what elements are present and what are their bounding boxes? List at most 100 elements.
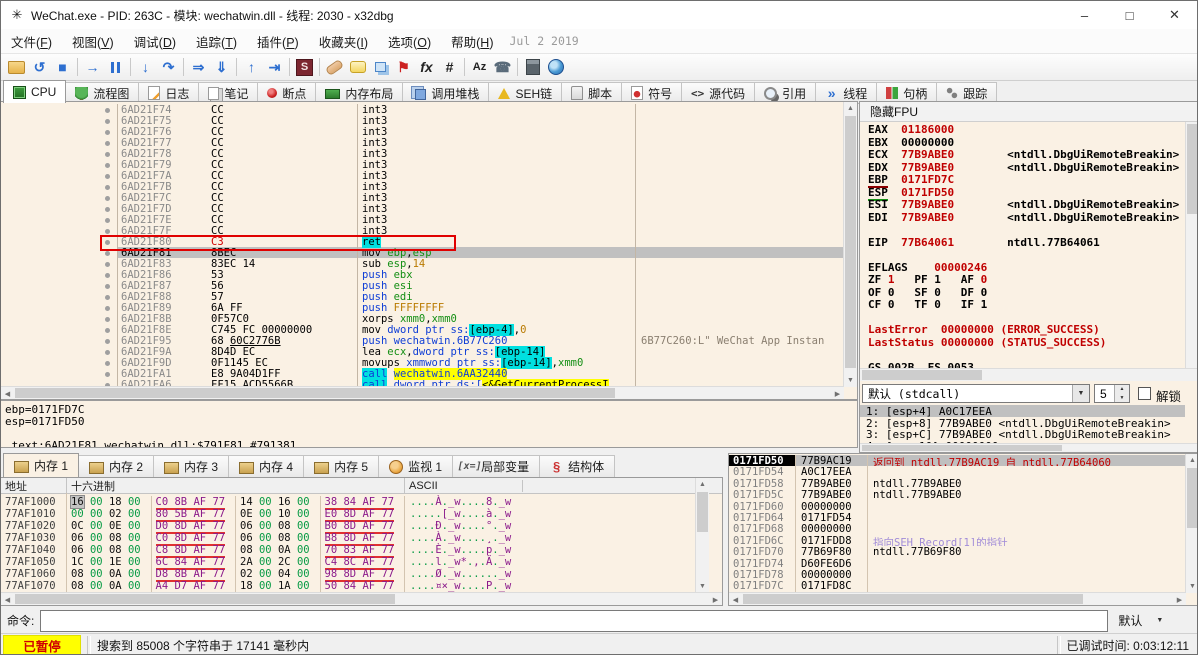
- scroll-right-arrow[interactable]: ▶: [712, 596, 719, 604]
- register-line[interactable]: ESI 77B9ABE0 <ntdll.DbgUiRemoteBreakin>: [860, 198, 1185, 211]
- hex-byte[interactable]: AF: [193, 508, 207, 520]
- hex-byte[interactable]: 38: [324, 496, 338, 508]
- hex-byte[interactable]: 16: [277, 496, 291, 508]
- hex-byte[interactable]: AF: [362, 544, 376, 556]
- stack-horizontal-scrollbar[interactable]: ◀ ▶: [729, 592, 1186, 605]
- hex-byte[interactable]: B8: [324, 532, 338, 544]
- breakpoint-dot[interactable]: [97, 324, 117, 335]
- window-attach-icon[interactable]: ☎: [493, 58, 512, 75]
- hex-byte[interactable]: 83: [343, 544, 357, 556]
- disasm-row[interactable]: 6AD21F8E C745 FC 00000000 mov dword ptr ss…: [1, 324, 857, 336]
- scroll-down-arrow[interactable]: ▼: [847, 377, 854, 384]
- breakpoint-dot[interactable]: [97, 159, 117, 170]
- hex-byte[interactable]: 08: [277, 532, 291, 544]
- tab-trace[interactable]: 跟踪: [936, 82, 998, 103]
- hex-byte[interactable]: 08: [240, 544, 253, 556]
- hex-byte[interactable]: 00: [89, 568, 103, 580]
- disasm-row[interactable]: 6AD21F78 CC int3: [1, 148, 857, 160]
- hex-byte[interactable]: AF: [193, 544, 207, 556]
- hex-byte[interactable]: AF: [193, 580, 207, 592]
- hex-byte[interactable]: 00: [258, 568, 272, 580]
- hex-byte[interactable]: 77: [381, 508, 395, 520]
- tab-cpu[interactable]: CPU: [3, 80, 67, 103]
- breakpoint-dot[interactable]: [97, 313, 117, 324]
- hex-byte[interactable]: 00: [296, 520, 310, 532]
- disasm-row[interactable]: 6AD21F87 56 push esi: [1, 280, 857, 292]
- disasm-row[interactable]: 6AD21F89 6A FF push FFFFFFFF: [1, 302, 857, 314]
- hex-byte[interactable]: 06: [71, 532, 84, 544]
- minimize-button[interactable]: –: [1080, 7, 1089, 23]
- breakpoint-dot[interactable]: [97, 225, 117, 236]
- stack-row[interactable]: 0171FD54 A0C17EEA: [729, 466, 1197, 478]
- hex-byte[interactable]: 08: [108, 532, 122, 544]
- register-line[interactable]: LastStatus 00000000 (STATUS_SUCCESS): [860, 336, 1185, 349]
- dump-row[interactable]: 77AF1010 00 00 02 00 80 5B AF 77 0E 00 10 0…: [1, 508, 722, 522]
- hex-byte[interactable]: 00: [127, 568, 141, 580]
- breakpoint-dot[interactable]: [97, 291, 117, 302]
- dump-row[interactable]: 77AF1020 0C 00 0E 00 D0 8D AF 77 06 00 08 0…: [1, 520, 722, 534]
- hex-byte[interactable]: AF: [362, 508, 376, 520]
- hex-byte[interactable]: AF: [362, 556, 376, 568]
- hex-byte[interactable]: AF: [193, 520, 207, 532]
- hex-byte[interactable]: 2C: [277, 556, 291, 568]
- disasm-row[interactable]: 6AD21F81 8BEC mov ebp,esp: [1, 247, 857, 259]
- hex-byte[interactable]: 8B: [174, 568, 188, 580]
- tab-log[interactable]: 日志: [138, 82, 200, 103]
- registers-horizontal-scrollbar[interactable]: [860, 368, 1197, 381]
- hex-byte[interactable]: 77: [212, 508, 226, 520]
- hex-byte[interactable]: 06: [71, 544, 84, 556]
- stack-row[interactable]: 0171FD58 77B9ABE0 ntdll.77B9ABE0: [729, 477, 1197, 490]
- hex-byte[interactable]: C0: [155, 496, 169, 508]
- disasm-row[interactable]: 6AD21F7F CC int3: [1, 225, 857, 237]
- execute-till-return-icon[interactable]: ↑: [248, 59, 255, 75]
- scroll-left-arrow[interactable]: ◀: [4, 390, 11, 398]
- hex-byte[interactable]: 8D: [174, 532, 188, 544]
- hex-byte[interactable]: 6C: [155, 556, 169, 568]
- stack-row[interactable]: 0171FD7C 0171FD8C: [729, 580, 1197, 592]
- register-line[interactable]: CF 0 TF 0 IF 1: [860, 298, 1185, 311]
- hex-byte[interactable]: 0A: [108, 580, 122, 592]
- hex-byte[interactable]: 80: [155, 508, 169, 520]
- breakpoint-dot[interactable]: [97, 104, 117, 115]
- hex-byte[interactable]: C0: [155, 532, 169, 544]
- hex-byte[interactable]: 8D: [343, 532, 357, 544]
- scroll-thumb[interactable]: [15, 594, 395, 604]
- hex-byte[interactable]: 08: [108, 544, 122, 556]
- tab-notes[interactable]: 笔记: [198, 82, 259, 103]
- tab-threads[interactable]: » 线程: [815, 82, 878, 103]
- scroll-thumb[interactable]: [15, 388, 615, 398]
- hex-byte[interactable]: AF: [193, 496, 207, 508]
- stack-row[interactable]: 0171FD50 77B9AC19 返回到 ntdll.77B9AC19 自 ntd…: [729, 455, 1197, 467]
- hex-byte[interactable]: AF: [362, 580, 376, 592]
- hex-byte[interactable]: 00: [127, 532, 141, 544]
- run-to-user-code-icon[interactable]: ⇒: [192, 58, 205, 75]
- hex-byte[interactable]: 00: [258, 580, 272, 592]
- hex-byte[interactable]: C4: [324, 556, 338, 568]
- hex-byte[interactable]: 2A: [240, 556, 253, 568]
- hex-byte[interactable]: 77: [381, 556, 395, 568]
- hex-byte[interactable]: 0E: [108, 520, 122, 532]
- tab-内存-4[interactable]: 内存 4: [228, 455, 305, 477]
- hex-byte[interactable]: 00: [127, 544, 141, 556]
- register-line[interactable]: EBP 0171FD7C: [860, 173, 1185, 188]
- tab-内存-3[interactable]: 内存 3: [153, 455, 230, 477]
- hex-byte[interactable]: 08: [71, 568, 84, 580]
- breakpoint-dot[interactable]: [97, 346, 117, 357]
- hex-byte[interactable]: 0E: [240, 508, 253, 520]
- comments-icon[interactable]: [346, 57, 369, 78]
- hex-byte[interactable]: 77: [381, 532, 395, 544]
- hex-byte[interactable]: 00: [258, 556, 272, 568]
- hex-byte[interactable]: 0A: [277, 544, 291, 556]
- scroll-left-arrow[interactable]: ◀: [732, 596, 739, 604]
- disasm-horizontal-scrollbar[interactable]: ◀ ▶: [1, 386, 844, 399]
- dump-row[interactable]: 77AF1000 16 00 18 00 C0 8B AF 77 14 00 16 0…: [1, 495, 722, 510]
- stop-icon[interactable]: ■: [58, 59, 67, 75]
- hex-byte[interactable]: AF: [362, 496, 376, 508]
- hex-byte[interactable]: 04: [277, 568, 291, 580]
- tab-call-stack[interactable]: 调用堆栈: [402, 82, 490, 103]
- tab-script[interactable]: 脚本: [561, 82, 623, 103]
- breakpoint-dot[interactable]: [97, 269, 117, 280]
- disasm-row[interactable]: 6AD21F7A CC int3: [1, 170, 857, 182]
- tab-内存-2[interactable]: 内存 2: [78, 455, 155, 477]
- menu-文件F[interactable]: 文件(F): [11, 35, 52, 50]
